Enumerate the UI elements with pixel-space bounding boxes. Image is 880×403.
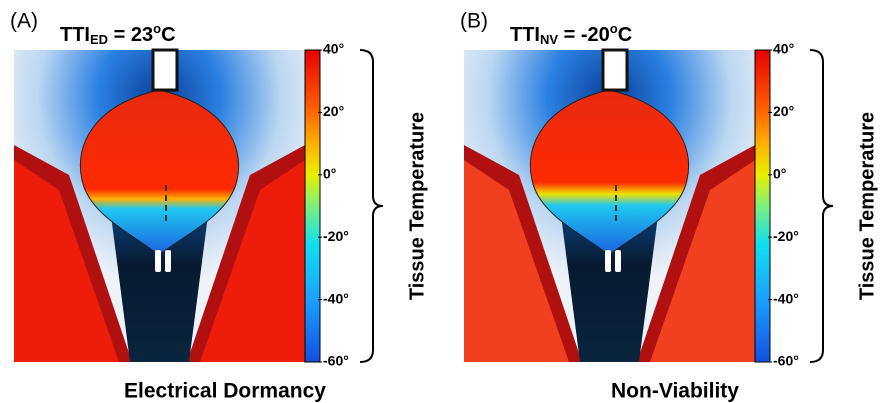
title-part: NV <box>540 32 558 47</box>
panel: (A) TTIED = 23oC 40° 20° 0° -20° -40° -60° Tissu… <box>10 10 428 403</box>
colorbar-tick-label: -60° <box>323 353 349 369</box>
colorbar-tick-label: 40° <box>773 41 794 57</box>
colorbar <box>305 50 320 362</box>
thermal-image <box>14 50 305 362</box>
panel-caption: Electrical Dormancy <box>124 380 326 403</box>
brace <box>360 50 383 362</box>
colorbar-tick-label: -40° <box>323 290 349 306</box>
title-part: o <box>610 21 618 36</box>
colorbar-tick-label: 0° <box>773 166 786 182</box>
title-part: = -20 <box>558 24 610 46</box>
colorbar-label: Tissue Temperature <box>406 112 428 300</box>
panel-title: TTIED = 23oC <box>60 21 176 47</box>
colorbar <box>755 50 770 362</box>
electrode <box>615 250 621 272</box>
colorbar-tick-label: -20° <box>323 228 349 244</box>
electrode <box>155 250 161 272</box>
panel: (B) TTINV = -20oC 40° 20° 0° -20° -40° -60° Tiss… <box>460 10 878 403</box>
colorbar-tick-label: 20° <box>323 103 344 119</box>
title-part: o <box>153 21 161 36</box>
title-part: C <box>161 24 175 46</box>
colorbar-label: Tissue Temperature <box>856 112 878 300</box>
title-part: C <box>618 24 632 46</box>
title-part: = 23 <box>108 24 153 46</box>
colorbar-tick-label: 0° <box>323 166 336 182</box>
panel-letter: (B) <box>460 10 488 33</box>
colorbar-tick-label: -40° <box>773 290 799 306</box>
catheter-shaft <box>603 50 627 90</box>
electrode <box>605 250 611 272</box>
thermal-image <box>464 50 755 362</box>
colorbar-tick-label: -60° <box>773 353 799 369</box>
figure: (A)TTIED = 23oC40°20°0°-20°-40°-60°Tissu… <box>0 0 880 403</box>
electrode <box>165 250 171 272</box>
colorbar-tick-label: -20° <box>773 228 799 244</box>
panel-caption: Non-Viability <box>611 380 739 403</box>
title-part: ED <box>90 32 108 47</box>
title-part: TTI <box>60 24 90 46</box>
panel-letter: (A) <box>10 10 38 33</box>
colorbar-tick-label: 40° <box>323 41 344 57</box>
catheter-shaft <box>153 50 177 90</box>
title-part: TTI <box>510 24 540 46</box>
colorbar-tick-label: 20° <box>773 103 794 119</box>
brace <box>810 50 833 362</box>
panel-title: TTINV = -20oC <box>510 21 632 47</box>
